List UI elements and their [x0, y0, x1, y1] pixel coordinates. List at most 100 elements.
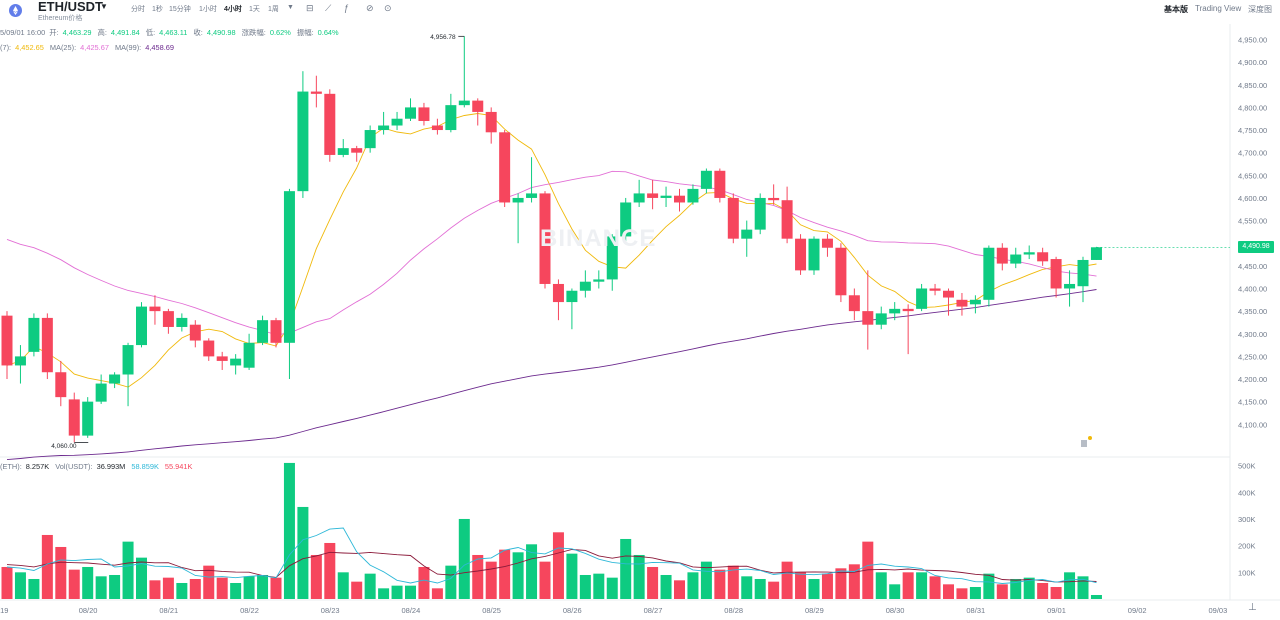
asset-subtitle[interactable]: Ethereum价格: [38, 15, 83, 22]
change-value: 0.62%: [269, 28, 291, 37]
pair-title[interactable]: ETH/USDT: [38, 0, 103, 14]
fit-scale-icon[interactable]: ⊥: [1248, 602, 1257, 613]
candle-body: [943, 290, 954, 298]
date-tick: 09/02: [1128, 606, 1147, 615]
candles: [1, 36, 1102, 443]
candle-body: [566, 290, 578, 303]
price-tick: 4,900.00: [1238, 58, 1267, 67]
tab-1s[interactable]: 1秒: [152, 6, 163, 13]
candle-body: [956, 299, 968, 307]
tab-basic-view[interactable]: 基本版: [1164, 5, 1188, 14]
volume-bar: [1090, 594, 1102, 599]
date-tick: 08/29: [805, 606, 824, 615]
volume-bar: [1064, 572, 1076, 599]
volume-bar: [593, 573, 605, 599]
candle-body: [1, 315, 13, 366]
price-tick: 4,250.00: [1238, 352, 1267, 361]
ma25-value: 4,425.67: [80, 43, 109, 52]
volume-bar: [14, 572, 26, 599]
vol-ma2-value: 55.941K: [164, 462, 193, 471]
volume-bar: [808, 578, 820, 599]
tab-1h[interactable]: 1小时: [199, 6, 217, 13]
volume-bar: [996, 584, 1008, 599]
candle-body: [283, 191, 295, 343]
candle-body: [109, 374, 121, 384]
volume-bar: [499, 549, 511, 599]
candle-body: [405, 107, 416, 119]
price-tick: 4,550.00: [1238, 217, 1267, 226]
volume-bar: [660, 574, 672, 599]
candle-body: [835, 247, 847, 296]
price-axis: 4,950.00 4,900.00 4,850.00 4,800.00 4,750.00…: [1238, 36, 1267, 430]
settings-icon[interactable]: ⊙: [384, 3, 392, 13]
tab-1d[interactable]: 1天: [249, 6, 260, 13]
volume-bar: [727, 565, 739, 599]
candle-body: [162, 311, 174, 327]
tab-15m[interactable]: 15分钟: [169, 6, 191, 13]
volume-bar: [754, 578, 766, 599]
volume-bar: [1023, 577, 1035, 599]
tab-tradingview[interactable]: Trading View: [1195, 4, 1242, 13]
candle-body: [620, 202, 632, 237]
volume-bars: [1, 462, 1102, 599]
close-value: 4,490.98: [206, 28, 236, 37]
vol-usdt-label: Vol(USDT):: [55, 462, 93, 471]
high-value: 4,491.84: [110, 28, 140, 37]
candle-body: [418, 107, 430, 121]
price-tick: 4,850.00: [1238, 81, 1267, 90]
volume-bar: [552, 532, 564, 599]
binance-watermark: BINANCE: [540, 225, 657, 252]
candle-body: [431, 125, 443, 131]
date-tick: /19: [0, 606, 8, 615]
amplitude-value: 0.64%: [317, 28, 339, 37]
ma-legend: (7): 4,452.65 MA(25): 4,425.67 MA(99): 4,458.…: [0, 43, 180, 52]
volume-bar: [337, 572, 349, 599]
fx-indicator-icon[interactable]: ƒ: [344, 3, 350, 13]
volume-bar: [943, 584, 954, 599]
candle-body: [552, 283, 564, 303]
low-marker-label: 4,060.00: [51, 443, 77, 450]
date-tick: 08/24: [402, 606, 421, 615]
candle-body: [378, 125, 390, 131]
candle-body: [875, 313, 887, 325]
ethereum-icon: [9, 4, 22, 17]
open-value: 4,463.29: [62, 28, 92, 37]
tab-depth-chart[interactable]: 深度图: [1248, 5, 1272, 14]
tab-1w[interactable]: 1周: [268, 6, 279, 13]
volume-bar: [606, 577, 618, 599]
volume-bar: [485, 561, 497, 599]
volume-bar: [270, 577, 282, 599]
date-tick: 08/30: [886, 606, 905, 615]
candle-body: [230, 358, 242, 366]
volume-bar: [297, 506, 309, 599]
indicator-settings-icon[interactable]: ⊟: [306, 3, 314, 13]
alert-icon[interactable]: [1081, 440, 1087, 447]
compare-icon[interactable]: ⊘: [366, 3, 374, 13]
volume-bar: [512, 552, 524, 599]
candle-body: [485, 111, 497, 133]
volume-bar: [848, 564, 860, 599]
volume-bar: [835, 568, 847, 599]
drawing-tools-icon[interactable]: ⟋: [325, 3, 332, 13]
candle-body: [216, 356, 228, 361]
caret-down-icon[interactable]: ▼: [100, 2, 108, 11]
price-tick: 4,400.00: [1238, 284, 1267, 293]
candle-body: [337, 148, 349, 155]
price-tick: 4,700.00: [1238, 149, 1267, 158]
tab-4h[interactable]: 4小时: [224, 6, 242, 13]
volume-bar: [418, 566, 430, 599]
volume-bar: [324, 542, 336, 599]
date-tick: 08/20: [79, 606, 98, 615]
volume-bar: [526, 544, 538, 599]
volume-bar: [768, 581, 780, 599]
volume-bar: [741, 576, 753, 599]
volume-tick: 100K: [1238, 568, 1256, 577]
vol-eth-label: (ETH):: [0, 462, 22, 471]
tab-timeline[interactable]: 分时: [131, 6, 145, 13]
candle-body: [512, 197, 524, 203]
candle-body: [902, 308, 914, 312]
more-dropdown-icon[interactable]: ▼: [287, 4, 294, 11]
top-toolbar: ETH/USDT ▼ Ethereum价格 分时 1秒 15分钟 1小时 4小时…: [0, 0, 1280, 26]
candle-body: [28, 317, 40, 352]
